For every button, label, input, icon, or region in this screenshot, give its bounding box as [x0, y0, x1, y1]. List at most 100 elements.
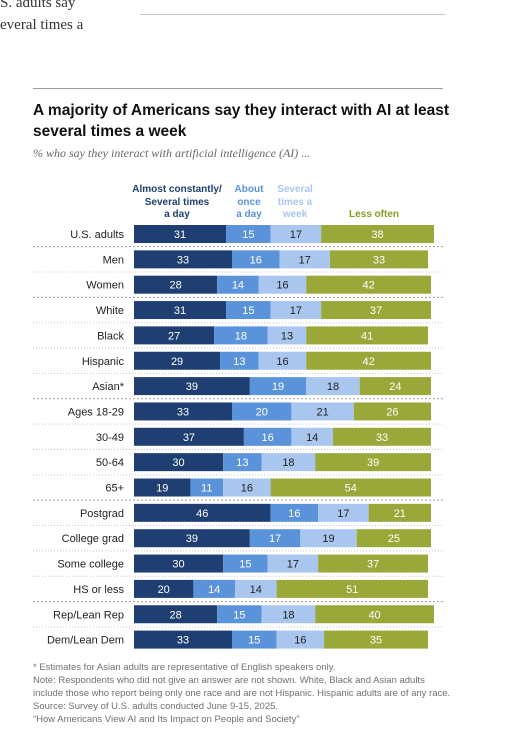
report-name: “How Americans View AI and Its Impact on…: [33, 714, 300, 725]
data-label-ages-18-29-s3: 26: [386, 406, 398, 418]
data-label-50-64-s2: 18: [282, 457, 294, 469]
asterisk-note: * Estimates for Asian adults are represe…: [33, 662, 336, 673]
data-label-some-college-s3: 37: [367, 559, 379, 571]
bar-segment-65-s3: [270, 478, 431, 497]
data-label-black-s3: 41: [361, 330, 373, 342]
data-label-women-s3: 42: [363, 280, 375, 292]
bar-segment-u-s-adults-s3: [321, 225, 434, 243]
legend-once-a-day: About once a day: [234, 184, 264, 220]
data-label-college-grad-s3: 25: [388, 533, 400, 545]
bar-segment-men-s3: [330, 250, 429, 269]
data-label-hs-or-less-s2: 14: [250, 584, 262, 596]
bar-segment-30-49-s0: [134, 427, 244, 446]
category-label-ages-18-29: Ages 18-29: [68, 406, 124, 418]
bar-segment-rep-lean-rep-s3: [315, 605, 434, 624]
bar-segment-u-s-adults-s0: [134, 225, 227, 243]
data-label-college-grad-s1: 17: [269, 533, 281, 545]
data-label-postgrad-s1: 16: [288, 508, 300, 520]
bar-segment-dem-lean-dem-s0: [134, 630, 233, 649]
bar-segment-men-s0: [134, 250, 233, 269]
category-label-u-s-adults: U.S. adults: [70, 229, 124, 241]
bar-segment-asian-s1: [249, 377, 307, 396]
respondents-note: Note: Respondents who did not give an an…: [33, 675, 451, 699]
bar-segment-black-s2: [267, 326, 307, 345]
bar-segment-50-64-s2: [261, 453, 316, 472]
data-label-black-s1: 18: [235, 330, 247, 342]
data-label-hs-or-less-s3: 51: [346, 584, 358, 596]
data-label-postgrad-s3: 21: [394, 508, 406, 520]
data-label-rep-lean-rep-s1: 15: [233, 609, 245, 621]
legend-several-times-a-week: Several times a week: [277, 184, 313, 220]
category-label-postgrad: Postgrad: [80, 508, 124, 520]
bar-segment-30-49-s2: [291, 427, 333, 446]
bar-segment-dem-lean-dem-s2: [276, 630, 325, 649]
bar-segment-ages-18-29-s3: [353, 402, 431, 421]
bar-segment-ages-18-29-s2: [291, 402, 354, 421]
data-label-asian-s3: 24: [389, 381, 401, 393]
data-label-women-s0: 28: [169, 280, 181, 292]
bar-segment-asian-s0: [134, 377, 250, 396]
bar-segment-postgrad-s3: [368, 503, 431, 522]
category-label-black: Black: [97, 330, 124, 342]
data-label-men-s1: 16: [250, 254, 262, 266]
data-label-rep-lean-rep-s3: 40: [368, 609, 380, 621]
bar-segment-black-s1: [214, 326, 268, 345]
data-label-ages-18-29-s1: 20: [256, 406, 268, 418]
category-label-hs-or-less: HS or less: [73, 584, 124, 596]
category-label-asian: Asian*: [92, 381, 125, 393]
data-label-30-49-s0: 37: [183, 432, 195, 444]
bar-segment-white-s0: [134, 301, 227, 320]
bar-segment-college-grad-s3: [356, 529, 431, 548]
data-label-30-49-s3: 33: [376, 432, 388, 444]
data-label-white-s1: 15: [242, 305, 254, 317]
bar-segment-men-s1: [232, 250, 280, 269]
bar-segment-men-s2: [279, 250, 331, 269]
bar-segment-50-64-s0: [134, 453, 224, 472]
bar-segment-women-s1: [217, 275, 259, 294]
bar-segment-white-s2: [270, 301, 322, 320]
bar-segment-50-64-s3: [315, 453, 431, 472]
category-label-college-grad: College grad: [62, 533, 124, 545]
bar-segment-asian-s2: [306, 377, 360, 396]
bar-segment-women-s2: [258, 275, 307, 294]
bar-segment-postgrad-s1: [270, 503, 319, 522]
data-label-hs-or-less-s1: 14: [208, 584, 220, 596]
bar-segment-rep-lean-rep-s1: [217, 605, 262, 624]
bar-segment-hispanic-s2: [258, 351, 307, 370]
bar-segment-asian-s3: [359, 377, 431, 396]
bar-segment-hs-or-less-s3: [276, 579, 429, 598]
bar-segment-50-64-s1: [223, 453, 262, 472]
data-label-black-s0: 27: [168, 330, 180, 342]
category-label-white: White: [96, 305, 124, 317]
data-label-hispanic-s3: 42: [363, 356, 375, 368]
category-label-women: Women: [86, 280, 124, 292]
chart-top-rule: [33, 88, 443, 89]
data-label-dem-lean-dem-s2: 16: [294, 635, 306, 647]
bar-segment-college-grad-s1: [249, 529, 301, 548]
category-label-50-64: 50-64: [96, 457, 124, 469]
source-note: Source: Survey of U.S. adults conducted …: [33, 701, 279, 712]
category-label-65: 65+: [105, 483, 124, 495]
data-label-30-49-s2: 14: [306, 432, 318, 444]
category-label-men: Men: [103, 254, 124, 266]
bar-segment-65-s1: [190, 478, 224, 497]
category-label-hispanic: Hispanic: [82, 356, 125, 368]
legend-almost-constantly: Almost constantly/ Several times a day: [132, 184, 222, 220]
chart-notes: * Estimates for Asian adults are represe…: [33, 661, 453, 726]
data-label-hispanic-s2: 16: [276, 356, 288, 368]
data-label-asian-s2: 18: [327, 381, 339, 393]
data-label-ages-18-29-s0: 33: [177, 406, 189, 418]
bar-segment-white-s3: [321, 301, 431, 320]
legend-less-often: Less often: [348, 209, 399, 220]
data-label-30-49-s1: 16: [262, 432, 274, 444]
bar-segment-dem-lean-dem-s3: [324, 630, 429, 649]
data-label-rep-lean-rep-s0: 28: [169, 609, 181, 621]
bar-segment-u-s-adults-s1: [226, 225, 271, 243]
bar-segment-black-s0: [134, 326, 215, 345]
data-label-college-grad-s2: 19: [322, 533, 334, 545]
data-label-postgrad-s0: 46: [196, 508, 208, 520]
bar-segment-college-grad-s2: [300, 529, 357, 548]
data-label-white-s2: 17: [290, 305, 302, 317]
previous-section-divider: [140, 14, 446, 15]
bar-segment-hispanic-s3: [306, 351, 431, 370]
